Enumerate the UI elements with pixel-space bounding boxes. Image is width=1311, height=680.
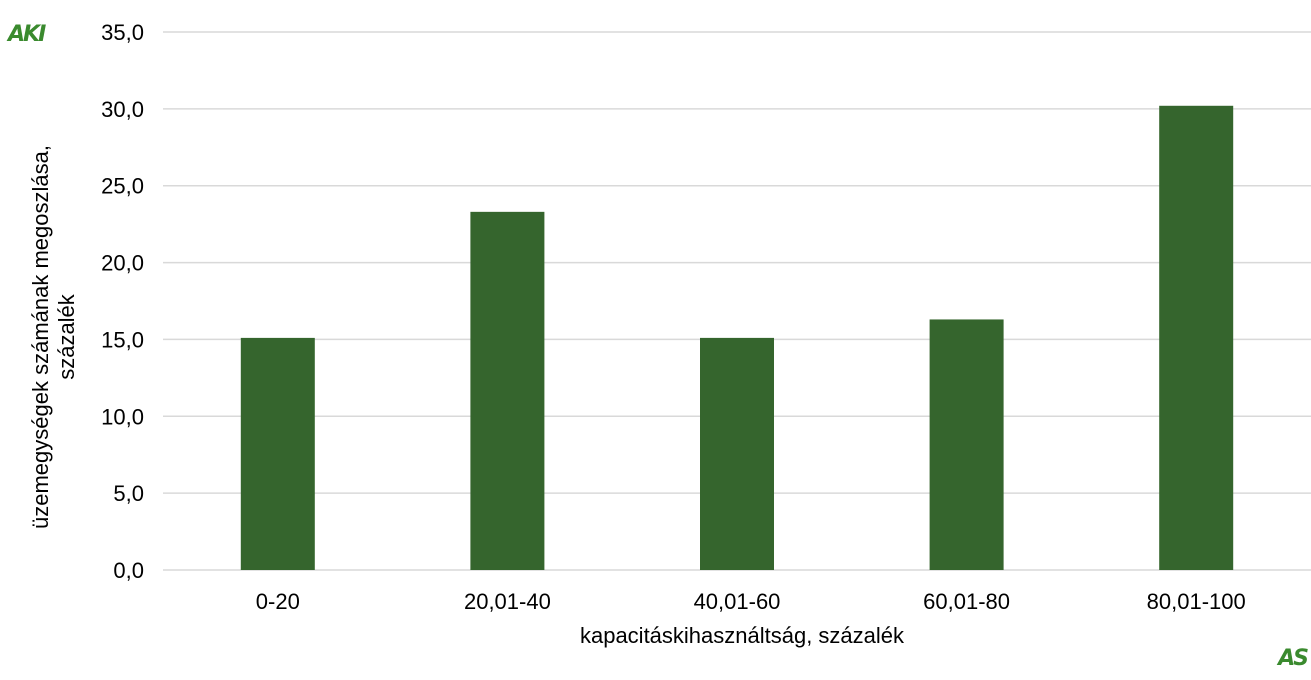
- bar-20,01-40: [470, 211, 545, 571]
- aki-logo: AKI: [8, 22, 46, 47]
- x-tick-label: 60,01-80: [923, 589, 1010, 614]
- y-tick-label: 30,0: [101, 97, 144, 122]
- bar-80,01-100: [1159, 105, 1234, 570]
- bar-40,01-60: [700, 337, 774, 570]
- y-tick-label: 35,0: [101, 20, 144, 45]
- y-tick-label: 25,0: [101, 174, 144, 199]
- x-axis-title: kapacitáskihasználtság, százalék: [580, 623, 905, 648]
- as-logo: AS: [1278, 646, 1309, 671]
- x-tick-label: 40,01-60: [694, 589, 781, 614]
- y-tick-labels: 0,0 5,0 10,0 15,0 20,0 25,0 30,0 35,0: [101, 20, 144, 583]
- bars: [240, 105, 1234, 571]
- y-tick-label: 15,0: [101, 327, 144, 352]
- y-tick-label: 5,0: [113, 481, 144, 506]
- y-axis-title-line-1: üzemegységek számának megoszlása,: [28, 145, 53, 529]
- y-tick-label: 20,0: [101, 251, 144, 276]
- y-tick-label: 0,0: [113, 558, 144, 583]
- bar-0-20: [240, 337, 315, 570]
- x-tick-label: 0-20: [256, 589, 300, 614]
- x-tick-label: 20,01-40: [464, 589, 551, 614]
- bar-60,01-80: [929, 319, 1004, 570]
- x-tick-label: 80,01-100: [1147, 589, 1246, 614]
- y-tick-label: 10,0: [101, 404, 144, 429]
- y-axis-title-line-2: százalék: [54, 293, 79, 380]
- x-tick-labels: 0-20 20,01-40 40,01-60 60,01-80 80,01-100: [256, 589, 1246, 614]
